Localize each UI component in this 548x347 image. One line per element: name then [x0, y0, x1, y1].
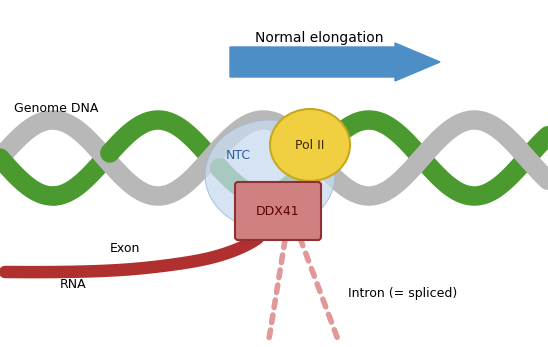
Text: Pol II: Pol II: [295, 138, 324, 152]
Text: Intron (= spliced): Intron (= spliced): [348, 287, 457, 299]
Ellipse shape: [205, 120, 335, 230]
Ellipse shape: [270, 109, 350, 181]
FancyArrow shape: [230, 43, 440, 81]
FancyBboxPatch shape: [235, 182, 321, 240]
Text: RNA: RNA: [60, 279, 87, 291]
Text: NTC: NTC: [225, 149, 250, 161]
Text: DDX41: DDX41: [256, 204, 300, 218]
Text: Genome DNA: Genome DNA: [14, 102, 99, 115]
Text: Exon: Exon: [110, 242, 140, 254]
Text: Normal elongation: Normal elongation: [255, 31, 384, 45]
